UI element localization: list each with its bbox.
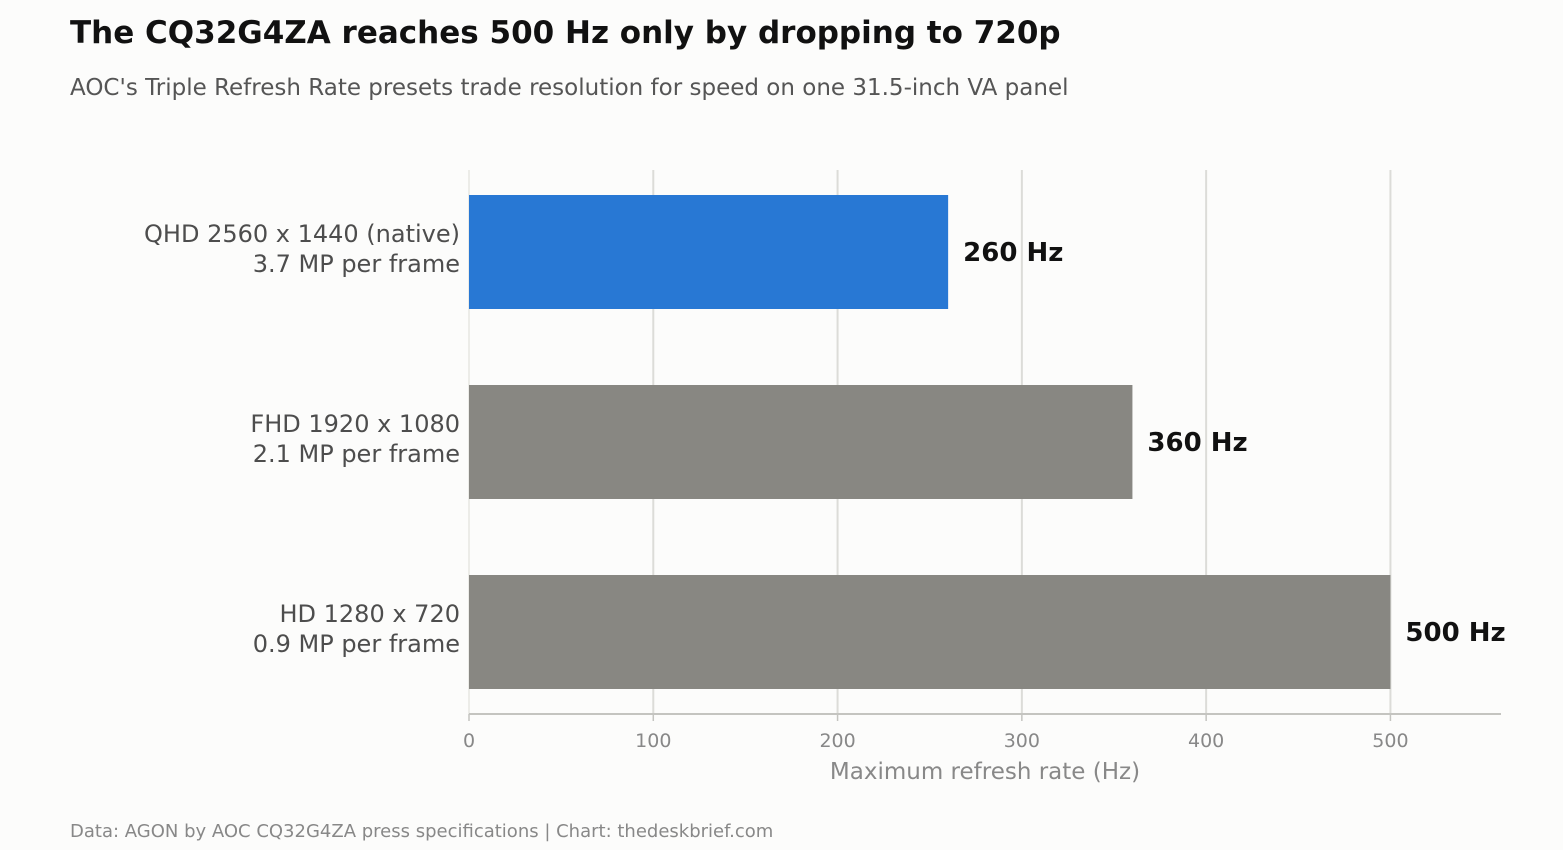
x-tick-label-100: 100 <box>635 730 671 752</box>
value-label-1: 260 Hz <box>963 238 1063 268</box>
value-label-3: 500 Hz <box>1405 618 1505 648</box>
chart-title: The CQ32G4ZA reaches 500 Hz only by drop… <box>70 15 1061 51</box>
bar-3 <box>469 575 1391 689</box>
category-label-2-line-1: FHD 1920 x 1080 <box>250 410 460 438</box>
bar-2 <box>469 385 1133 499</box>
category-label-2-line-2: 2.1 MP per frame <box>253 440 460 468</box>
x-tick-label-400: 400 <box>1188 730 1224 752</box>
bar-1 <box>469 195 949 309</box>
value-label-2: 360 Hz <box>1147 428 1247 458</box>
chart-subtitle: AOC's Triple Refresh Rate presets trade … <box>70 75 1069 101</box>
x-axis-title: Maximum refresh rate (Hz) <box>830 759 1140 785</box>
category-label-3-line-2: 0.9 MP per frame <box>253 630 460 658</box>
x-tick-label-0: 0 <box>463 730 475 752</box>
category-label-3-line-1: HD 1280 x 720 <box>279 600 460 628</box>
category-label-1-line-2: 3.7 MP per frame <box>253 250 460 278</box>
x-tick-label-500: 500 <box>1372 730 1408 752</box>
category-label-1-line-1: QHD 2560 x 1440 (native) <box>144 220 460 248</box>
source-footer: Data: AGON by AOC CQ32G4ZA press specifi… <box>70 821 774 842</box>
x-tick-label-300: 300 <box>1004 730 1040 752</box>
x-tick-label-200: 200 <box>819 730 855 752</box>
